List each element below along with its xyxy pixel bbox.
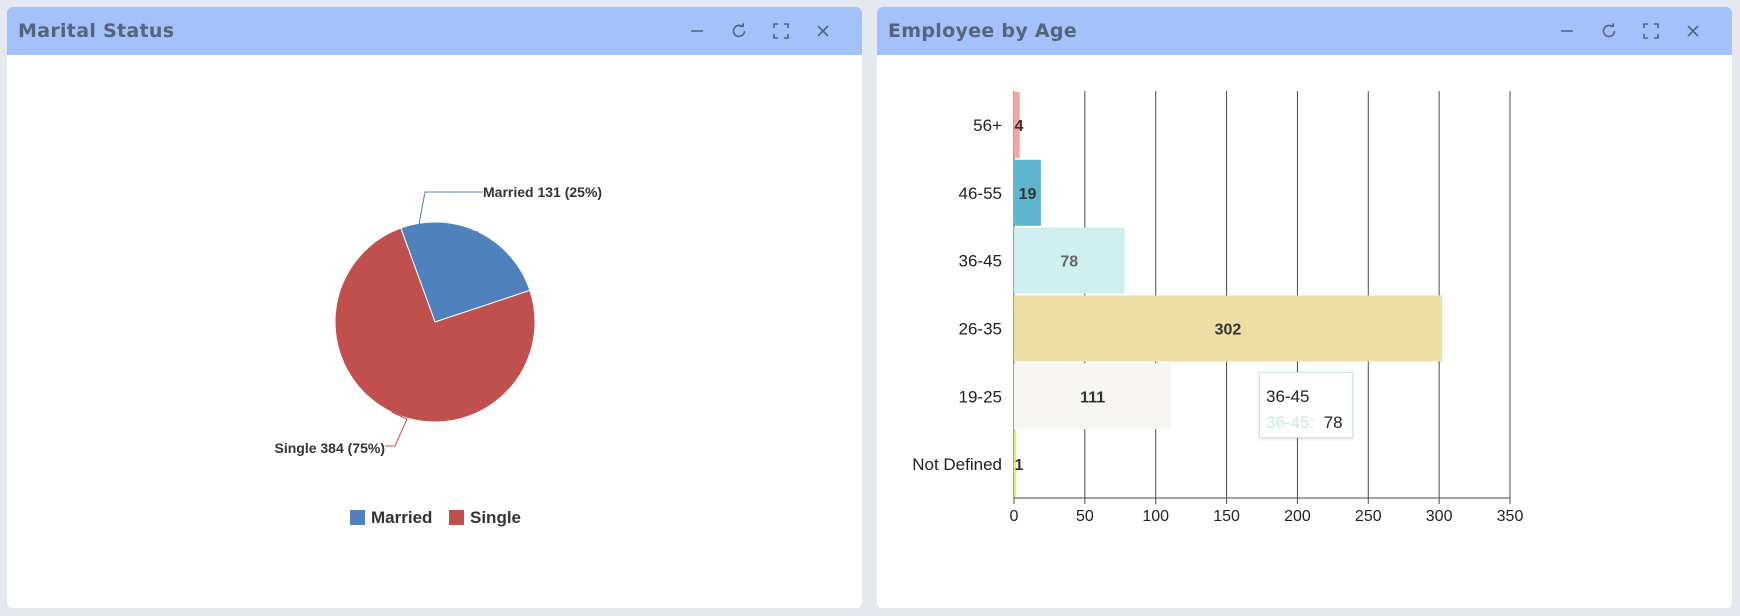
y-category-label: 46-55 [959,184,1002,203]
panel-controls [1536,7,1704,55]
close-icon[interactable] [1682,20,1704,42]
y-category-label: 19-25 [959,387,1002,406]
employee-by-age-panel: Employee by Age 0 50 100 150 200 250 300 350 56+… [877,7,1732,608]
legend-label-married: Married [371,508,432,527]
bar-46-55 [1014,159,1041,226]
x-tick-label: 150 [1213,508,1240,525]
bar-value-label: 19 [1019,186,1037,203]
pie-slice-label: Married 131 (25%) [483,184,602,200]
pie-leader-line [385,411,408,447]
bar-26-35 [1014,295,1442,362]
x-tick-label: 200 [1284,508,1311,525]
chart-tooltip: 36-45 36-45: 78 [1259,372,1353,438]
bar-not-defined [1014,431,1016,498]
bar-value-label: 1 [1015,457,1024,474]
tooltip-row: 36-45: 78 [1266,413,1343,433]
x-tick-label: 250 [1355,508,1382,525]
marital-status-pie-chart: Married 131 (25%) Single 384 (75%) Married… [275,184,603,527]
y-category-label: Not Defined [912,455,1002,474]
bar-value-label: 4 [1015,118,1024,135]
x-tick-label: 0 [1010,508,1019,525]
panel-title: Employee by Age [888,20,1078,42]
panel-header: Employee by Age [877,7,1732,55]
x-tick-label: 350 [1497,508,1524,525]
x-tick-label: 100 [1142,508,1169,525]
fullscreen-icon[interactable] [770,20,792,42]
y-category-label: 56+ [973,116,1002,135]
fullscreen-icon[interactable] [1640,20,1662,42]
bar-19-25 [1014,363,1172,430]
legend-swatch-married [350,510,365,525]
panel-controls [666,7,834,55]
tooltip-title: 36-45 [1266,387,1310,406]
x-tick-label: 300 [1426,508,1453,525]
tooltip-series-label: 36-45: [1266,413,1315,432]
panel-header: Marital Status [7,7,862,55]
pie-leader-line [418,191,483,233]
pie-slice-label: Single 384 (75%) [275,440,386,456]
marital-status-panel: Marital Status Married 131 (25%) Single 3… [7,7,862,608]
legend-swatch-single [449,510,464,525]
employee-by-age-bar-chart: 0 50 100 150 200 250 300 350 56+ 4 46-55 19 36-45 78 2… [912,91,1524,525]
tooltip-value: 78 [1323,413,1343,432]
panel-title: Marital Status [18,20,175,42]
minimize-icon[interactable] [686,20,708,42]
refresh-icon[interactable] [728,20,750,42]
refresh-icon[interactable] [1598,20,1620,42]
y-category-label: 36-45 [959,252,1002,271]
bar-value-label: 78 [1060,254,1078,271]
bar-value-label: 302 [1215,321,1242,338]
bar-56- [1014,91,1020,158]
legend-label-single: Single [470,508,521,527]
bar-value-label: 111 [1080,389,1105,406]
close-icon[interactable] [812,20,834,42]
minimize-icon[interactable] [1556,20,1578,42]
x-tick-label: 50 [1076,508,1094,525]
y-category-label: 26-35 [959,319,1002,338]
bar-36-45 [1014,227,1125,294]
